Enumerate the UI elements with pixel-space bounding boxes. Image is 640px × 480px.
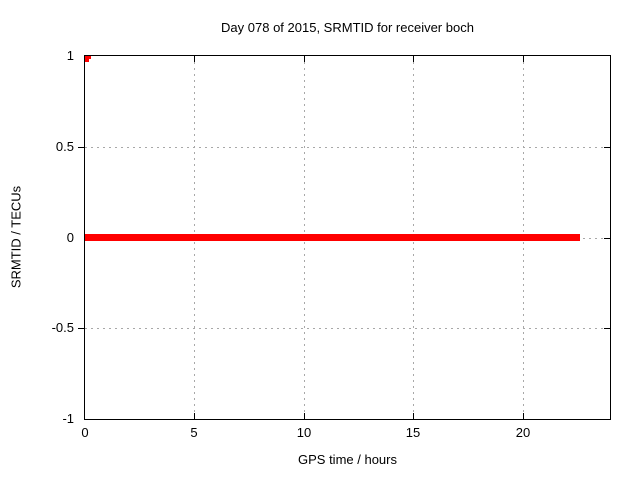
x-tick-top bbox=[523, 56, 524, 62]
y-tick-left bbox=[78, 147, 84, 148]
y-tick-right bbox=[604, 147, 610, 148]
x-tick-label: 0 bbox=[81, 425, 89, 440]
x-tick-label: 5 bbox=[190, 425, 198, 440]
y-tick-label: 0 bbox=[66, 230, 74, 245]
x-axis-label: GPS time / hours bbox=[298, 452, 397, 467]
x-tick-label: 15 bbox=[405, 425, 421, 440]
y-zero-tick-red bbox=[85, 56, 91, 59]
y-tick-label: -1 bbox=[62, 411, 74, 426]
x-tick-bottom bbox=[413, 413, 414, 419]
y-tick-left bbox=[78, 328, 84, 329]
x-tick-top bbox=[304, 56, 305, 62]
series-srmtid-line bbox=[85, 234, 580, 241]
y-tick-label: 0.5 bbox=[55, 139, 74, 154]
y-tick-right bbox=[604, 328, 610, 329]
x-tick-label: 20 bbox=[515, 425, 531, 440]
y-tick-label: -0.5 bbox=[51, 320, 74, 335]
x-tick-top bbox=[413, 56, 414, 62]
gridline-horizontal bbox=[85, 328, 610, 329]
gridline-horizontal bbox=[85, 147, 610, 148]
x-tick-bottom bbox=[304, 413, 305, 419]
y-tick-right bbox=[604, 238, 610, 239]
x-tick-label: 10 bbox=[296, 425, 312, 440]
x-tick-bottom bbox=[194, 413, 195, 419]
series-end-nub bbox=[85, 59, 89, 62]
chart-title: Day 078 of 2015, SRMTID for receiver boc… bbox=[221, 20, 474, 35]
x-tick-bottom bbox=[523, 413, 524, 419]
y-tick-label: 1 bbox=[66, 48, 74, 63]
x-tick-top bbox=[194, 56, 195, 62]
plot-area bbox=[78, 55, 611, 420]
